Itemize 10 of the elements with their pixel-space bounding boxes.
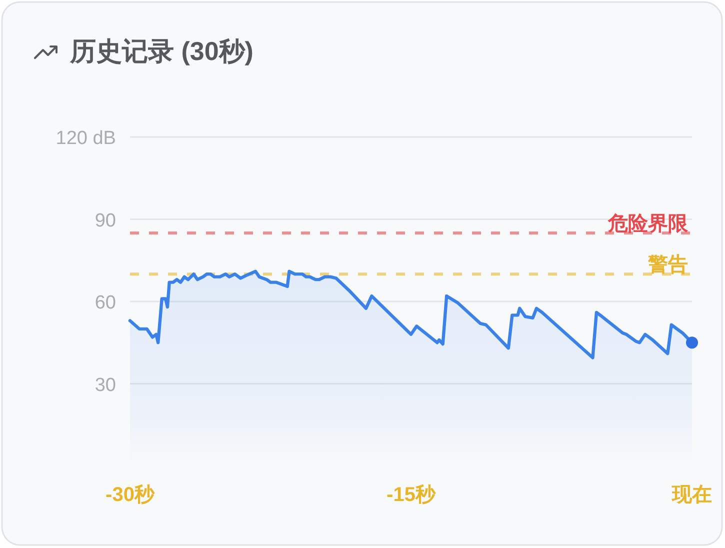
x-tick-label: -15秒: [386, 484, 436, 506]
ref-line-label: 危险界限: [607, 212, 689, 235]
y-tick-label: 60: [94, 292, 116, 314]
y-tick-label: 90: [94, 210, 116, 232]
y-tick-label: 120 dB: [56, 128, 116, 149]
x-tick-label: -30秒: [106, 484, 156, 506]
y-tick-label: 30: [94, 374, 116, 396]
x-tick-label: 现在: [671, 484, 712, 506]
chart-title: 历史记录 (30秒): [69, 36, 254, 66]
ref-line-label: 警告: [647, 253, 688, 276]
